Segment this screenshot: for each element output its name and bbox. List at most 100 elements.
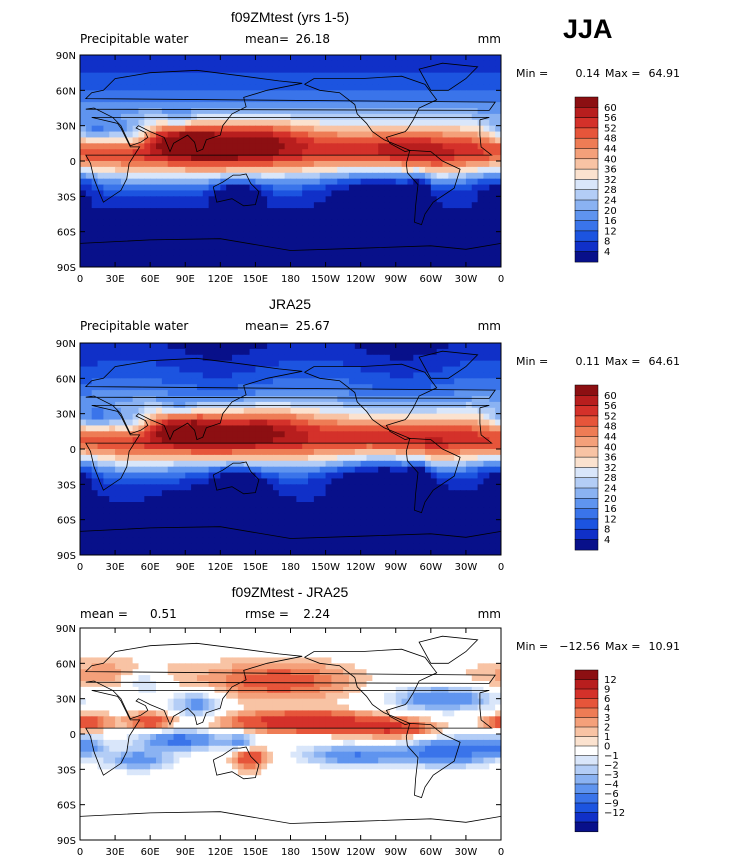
map-cell [126, 243, 134, 250]
map-cell [389, 102, 397, 109]
map-cell [366, 249, 373, 256]
map-cell [483, 231, 490, 239]
map-cell [220, 78, 227, 86]
map-cell [384, 460, 391, 468]
map-cell [407, 225, 414, 233]
map-cell [360, 214, 368, 221]
map-cell [302, 214, 309, 221]
map-cell [465, 419, 473, 427]
map-cell [454, 431, 461, 438]
map-cell [109, 413, 116, 421]
map-cell [138, 472, 145, 480]
map-cell [313, 243, 321, 250]
map-cell [232, 249, 239, 256]
map-cell [91, 360, 99, 368]
map-cell [272, 372, 280, 379]
map-cell [97, 431, 104, 438]
map-cell [337, 396, 344, 403]
map-cell [448, 407, 455, 415]
map-cell [331, 137, 338, 144]
map-cell [115, 184, 122, 192]
map-cell [372, 131, 379, 139]
map-cell [126, 378, 134, 385]
map-cell [477, 184, 485, 192]
map-cell [208, 84, 216, 91]
map-cell [272, 490, 280, 497]
map-cell [144, 525, 151, 533]
map-cell [407, 507, 414, 515]
map-cell [191, 108, 198, 115]
map-cell [413, 131, 420, 139]
map-cell [243, 125, 251, 133]
map-cell [436, 460, 444, 468]
map-cell [196, 507, 204, 515]
map-cell [115, 108, 122, 115]
map-cell [120, 78, 128, 86]
map-cell [208, 519, 216, 527]
map-cell [290, 425, 297, 432]
map-cell [237, 343, 245, 350]
map-cell [85, 343, 93, 350]
map-cell [161, 208, 169, 215]
map-cell [249, 419, 257, 427]
map-cell [290, 519, 297, 527]
map-cell [185, 225, 192, 233]
map-cell [103, 143, 110, 150]
map-cell [460, 343, 467, 350]
map-cell [372, 219, 379, 227]
map-cell [202, 496, 210, 503]
map-cell [460, 519, 467, 527]
map-cell [115, 390, 122, 397]
map-cell [138, 507, 145, 515]
map-cell [267, 172, 274, 180]
map-cell [419, 425, 426, 432]
map-cell [372, 60, 379, 68]
map-cell [115, 502, 122, 509]
map-cell [308, 502, 315, 509]
map-cell [296, 472, 303, 480]
map-cell [132, 202, 140, 209]
map-cell [243, 390, 251, 397]
map-cell [430, 502, 438, 509]
map-cell [144, 519, 151, 527]
map-cell [384, 396, 391, 403]
map-cell [126, 172, 134, 180]
map-cell [454, 343, 461, 350]
map-cell [343, 96, 350, 103]
map-cell [150, 237, 157, 245]
map-cell [150, 507, 157, 515]
map-cell [150, 519, 157, 527]
map-cell [80, 484, 87, 491]
map-cell [290, 155, 297, 162]
map-cell [401, 372, 409, 379]
map-cell [255, 78, 262, 86]
map-cell [196, 348, 204, 356]
map-cell [278, 225, 286, 233]
map-cell [495, 390, 501, 397]
map-cell [401, 484, 409, 491]
map-cell [319, 172, 327, 180]
map-cell [343, 137, 350, 144]
map-cell [372, 519, 379, 527]
map-cell [296, 431, 303, 438]
map-cell [85, 390, 93, 397]
map-cell [167, 525, 175, 533]
map-cell [477, 460, 485, 468]
map-cell [395, 366, 403, 374]
map-cell [471, 178, 479, 186]
map-cell [372, 149, 379, 156]
map-cell [401, 478, 409, 485]
map-cell [97, 172, 104, 180]
map-cell [255, 243, 262, 250]
map-cell [97, 460, 104, 468]
map-cell [343, 119, 350, 127]
map-cell [366, 496, 373, 503]
map-cell [378, 219, 385, 227]
map-cell [267, 184, 274, 192]
map-cell [161, 172, 169, 180]
map-cell [424, 407, 432, 415]
map-cell [442, 396, 449, 403]
map-cell [384, 214, 391, 221]
map-cell [325, 66, 333, 74]
map-cell [319, 372, 327, 379]
